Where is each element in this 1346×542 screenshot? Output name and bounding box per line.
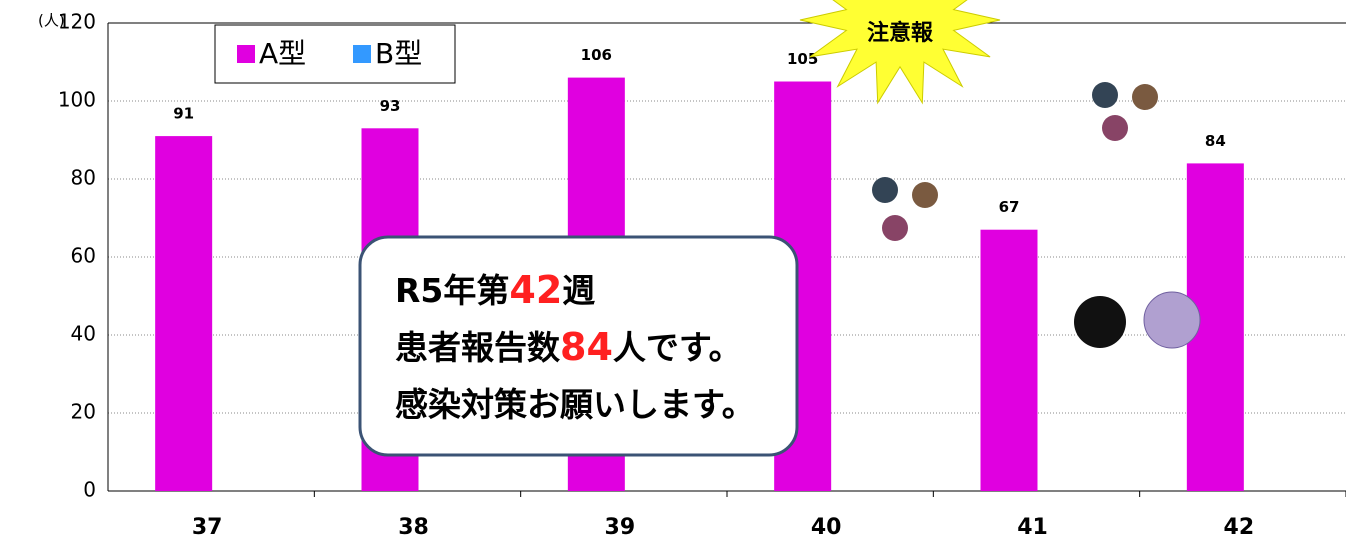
germ-illustration — [872, 177, 898, 203]
legend-label: B型 — [375, 37, 422, 70]
y-tick-label: 80 — [71, 166, 96, 190]
y-axis-label: (人) — [38, 12, 65, 30]
callout-text: 人です。 — [613, 328, 742, 367]
germ-illustration — [1132, 84, 1158, 110]
x-tick-label: 42 — [1224, 515, 1255, 540]
x-tick-label: 41 — [1017, 515, 1048, 540]
callout-line: 患者報告数84人です。 — [395, 325, 742, 369]
y-tick-label: 0 — [83, 478, 96, 502]
value-label: 84 — [1205, 132, 1226, 150]
y-tick-label: 20 — [71, 400, 96, 424]
value-label: 105 — [787, 50, 818, 68]
value-label: 67 — [999, 198, 1020, 216]
callout-text: 患者報告数 — [395, 328, 561, 367]
badge-star — [799, 0, 1001, 105]
callout-line: R5年第42週 — [395, 268, 595, 312]
y-tick-label: 120 — [58, 10, 96, 34]
x-tick-label: 38 — [398, 515, 429, 540]
bar — [980, 229, 1038, 491]
value-label: 93 — [380, 97, 401, 115]
y-tick-label: 60 — [71, 244, 96, 268]
germ-illustration — [1092, 82, 1118, 108]
y-tick-label: 40 — [71, 322, 96, 346]
callout-line: 感染対策お願いします。 — [395, 385, 755, 424]
legend-swatch — [353, 45, 371, 63]
callout-text: 週 — [562, 271, 595, 310]
legend-label: A型 — [259, 37, 306, 70]
callout-text: R5年第 — [395, 271, 509, 310]
value-label: 106 — [581, 46, 612, 64]
callout-box — [358, 235, 799, 457]
x-tick-label: 40 — [811, 515, 842, 540]
x-tick-label: 39 — [605, 515, 636, 540]
callout-text: 84 — [560, 325, 613, 369]
badge-text: 注意報 — [867, 20, 934, 46]
germ-illustration — [1143, 291, 1201, 349]
germ-illustration — [912, 182, 938, 208]
callout-text: 感染対策お願いします。 — [395, 385, 755, 424]
germ-illustration — [1074, 296, 1126, 348]
bar — [155, 136, 213, 491]
germ-illustration — [1102, 115, 1128, 141]
legend-swatch — [237, 45, 255, 63]
y-tick-label: 100 — [58, 88, 96, 112]
value-label: 91 — [173, 105, 194, 123]
germ-illustration — [882, 215, 908, 241]
callout-text: 42 — [509, 268, 562, 312]
x-tick-label: 37 — [192, 515, 223, 540]
